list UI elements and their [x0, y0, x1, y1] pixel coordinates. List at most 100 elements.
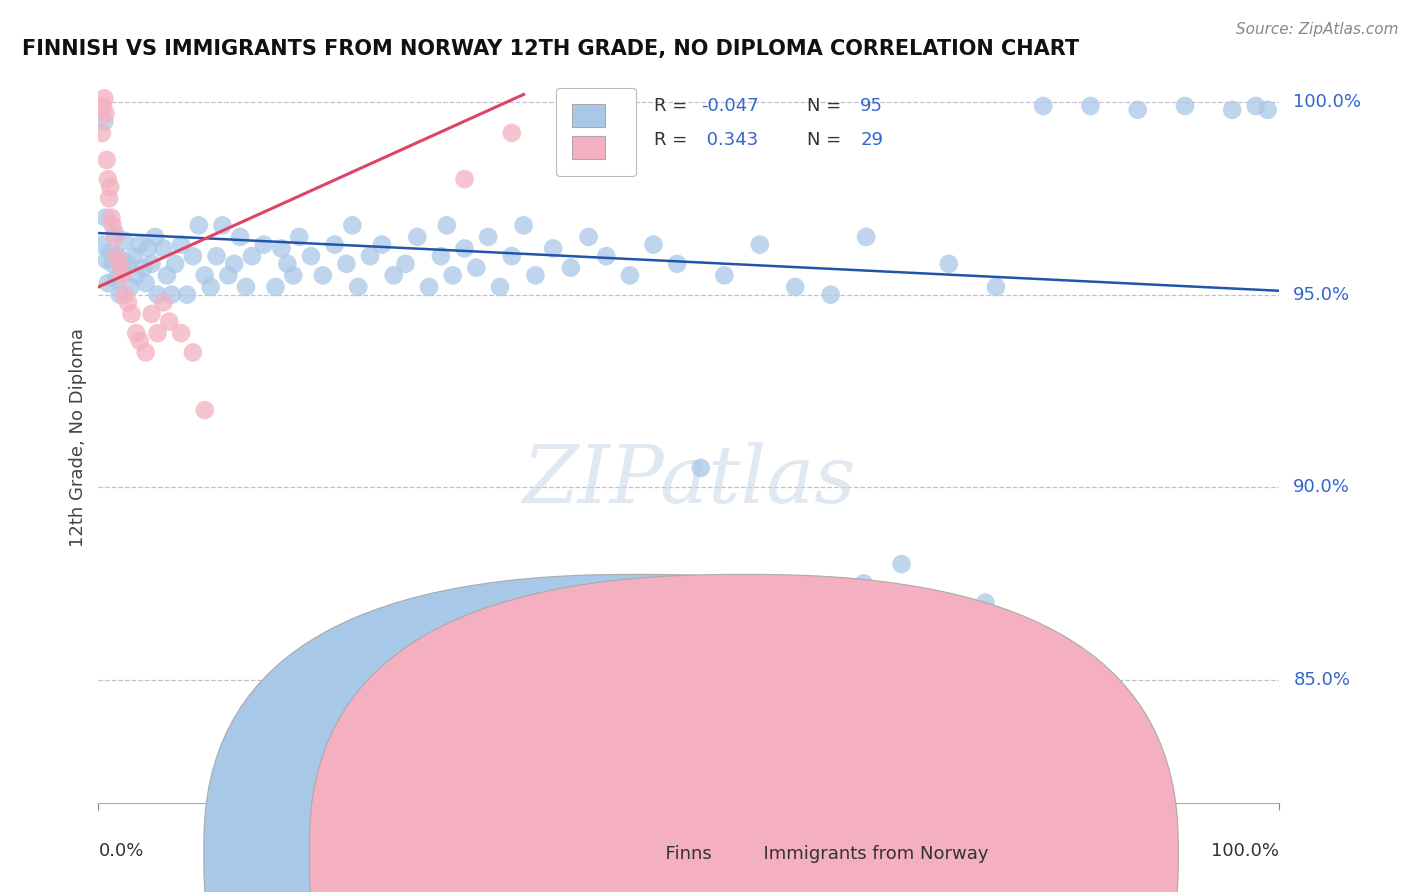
Point: [117, 295, 139, 310]
Point: [1257, 103, 1279, 117]
Point: [1080, 99, 1102, 113]
Point: [785, 280, 807, 294]
Point: [125, 268, 148, 283]
Point: [1126, 103, 1149, 117]
Point: [91, 237, 114, 252]
Point: [430, 249, 453, 263]
Point: [465, 260, 488, 275]
Point: [152, 242, 174, 256]
Point: [441, 268, 464, 283]
Text: Immigrants from Norway: Immigrants from Norway: [752, 846, 988, 863]
Point: [141, 307, 163, 321]
Point: [111, 260, 134, 275]
Text: 85.0%: 85.0%: [1294, 671, 1350, 689]
Point: [200, 280, 222, 294]
Text: 100.0%: 100.0%: [1294, 93, 1361, 112]
Point: [347, 280, 370, 294]
Text: FINNISH VS IMMIGRANTS FROM NORWAY 12TH GRADE, NO DIPLOMA CORRELATION CHART: FINNISH VS IMMIGRANTS FROM NORWAY 12TH G…: [21, 38, 1078, 59]
Point: [235, 280, 257, 294]
Point: [541, 242, 564, 256]
Point: [160, 287, 183, 301]
Text: 95.0%: 95.0%: [1294, 285, 1351, 303]
Point: [489, 280, 512, 294]
Point: [98, 179, 121, 194]
Point: [104, 230, 127, 244]
Point: [689, 461, 711, 475]
Point: [217, 268, 239, 283]
Point: [453, 242, 475, 256]
Point: [359, 249, 381, 263]
Point: [394, 257, 416, 271]
Text: N =: N =: [807, 131, 846, 149]
Point: [312, 268, 335, 283]
Point: [512, 219, 534, 233]
Point: [128, 237, 150, 252]
Point: [1220, 103, 1243, 117]
Point: [211, 219, 233, 233]
Point: [418, 280, 440, 294]
Point: [229, 230, 252, 244]
Point: [890, 557, 912, 571]
Point: [984, 280, 1007, 294]
Point: [105, 249, 128, 263]
Point: [122, 249, 145, 263]
Text: Finns: Finns: [654, 846, 711, 863]
Point: [820, 287, 842, 301]
Point: [299, 249, 322, 263]
Point: [135, 276, 157, 290]
Text: 90.0%: 90.0%: [1294, 478, 1350, 496]
Text: R =: R =: [654, 97, 693, 115]
Point: [666, 257, 689, 271]
Point: [205, 249, 228, 263]
Point: [121, 307, 143, 321]
Point: [187, 219, 209, 233]
Point: [112, 234, 135, 248]
Point: [181, 345, 204, 359]
Point: [93, 91, 115, 105]
Point: [157, 315, 180, 329]
Point: [253, 237, 276, 252]
Point: [97, 276, 120, 290]
Point: [194, 403, 217, 417]
Text: 29: 29: [860, 131, 883, 149]
FancyBboxPatch shape: [204, 574, 1073, 892]
Point: [270, 242, 292, 256]
Point: [104, 226, 127, 240]
Text: 0.0%: 0.0%: [98, 842, 143, 860]
Point: [748, 237, 770, 252]
Point: [101, 257, 124, 271]
Text: 95: 95: [860, 97, 883, 115]
FancyBboxPatch shape: [309, 574, 1178, 892]
Point: [120, 280, 142, 294]
Point: [595, 249, 617, 263]
Point: [91, 99, 114, 113]
Text: -0.047: -0.047: [700, 97, 758, 115]
Point: [96, 153, 118, 167]
Point: [156, 268, 179, 283]
Point: [117, 257, 139, 271]
Point: [132, 260, 155, 275]
Point: [98, 191, 121, 205]
Point: [619, 268, 641, 283]
Point: [111, 268, 134, 283]
Point: [240, 249, 263, 263]
Y-axis label: 12th Grade, No Diploma: 12th Grade, No Diploma: [69, 327, 87, 547]
Point: [342, 219, 364, 233]
Point: [276, 257, 298, 271]
Legend: , : ,: [557, 87, 636, 176]
Point: [436, 219, 458, 233]
Point: [288, 230, 311, 244]
Point: [335, 257, 357, 271]
Point: [98, 245, 121, 260]
Point: [453, 172, 475, 186]
Point: [181, 249, 204, 263]
Point: [105, 249, 128, 263]
Point: [101, 219, 124, 233]
Text: ZIPatlas: ZIPatlas: [522, 442, 856, 520]
Point: [91, 126, 114, 140]
Point: [135, 345, 157, 359]
Point: [643, 237, 665, 252]
Point: [108, 287, 131, 301]
Point: [224, 257, 246, 271]
Point: [501, 249, 523, 263]
